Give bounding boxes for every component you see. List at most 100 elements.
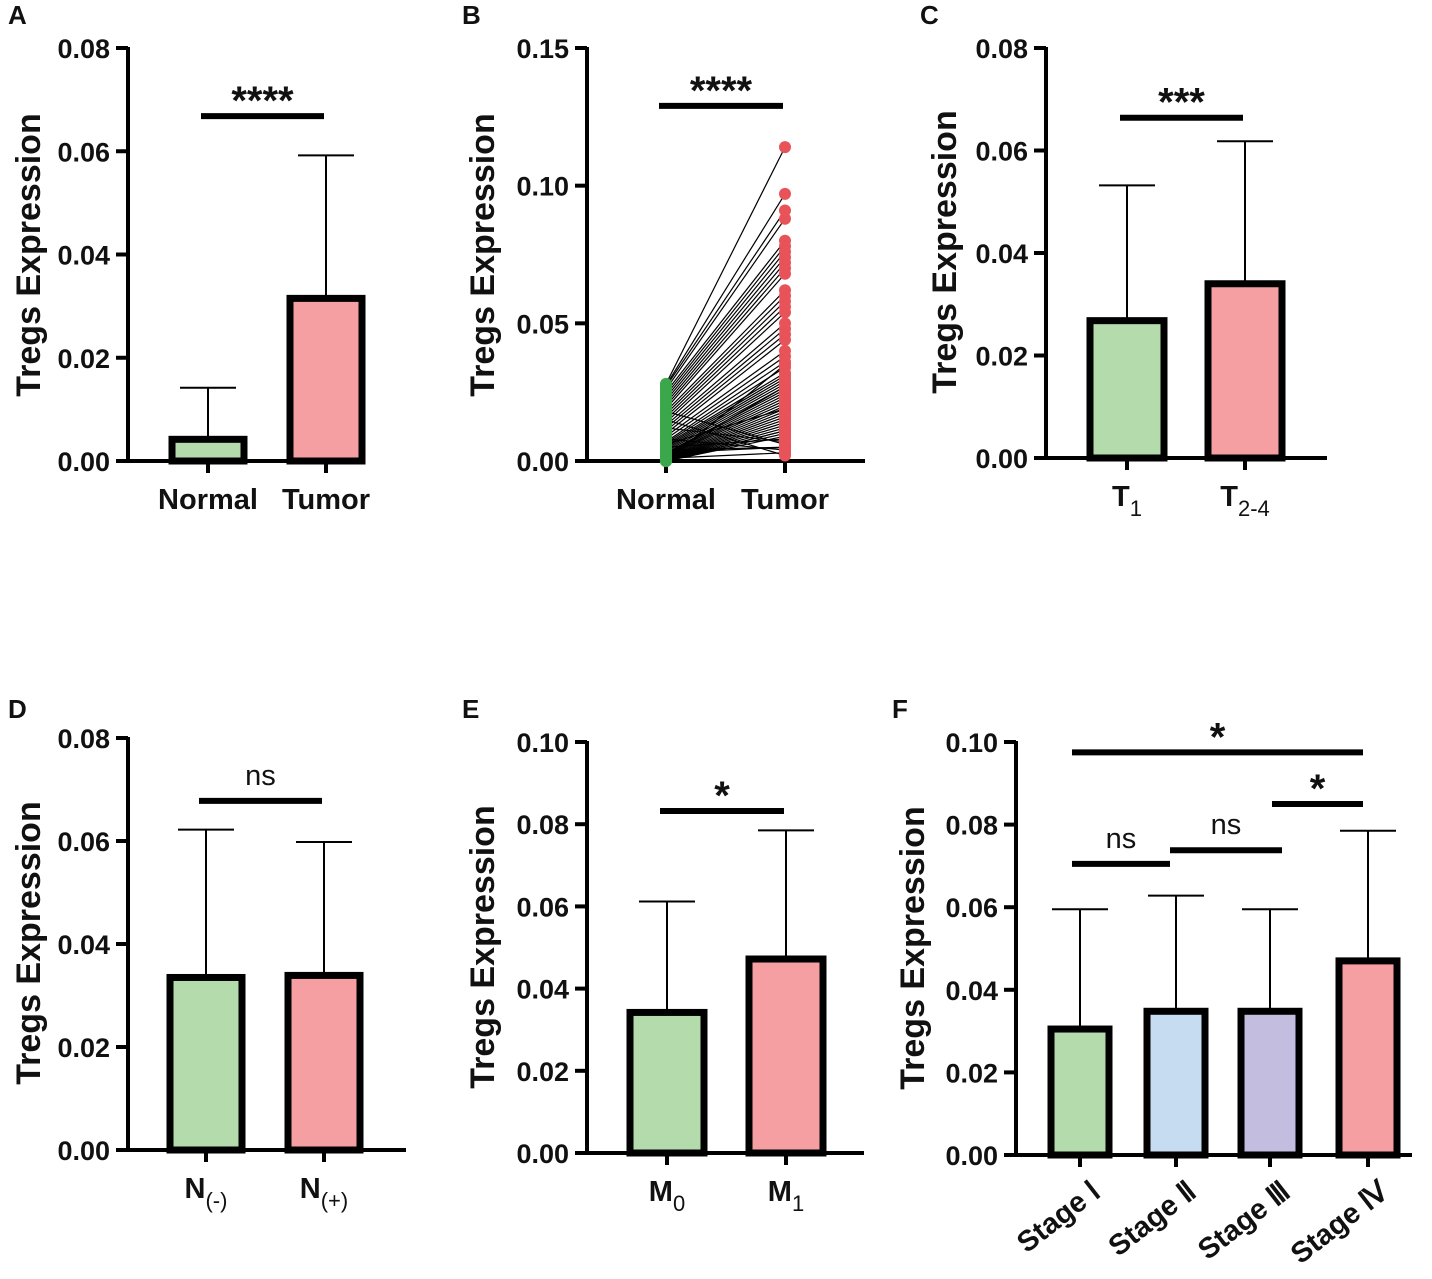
pair-line xyxy=(665,438,786,448)
pair-line xyxy=(665,245,786,396)
pair-line xyxy=(665,350,786,437)
pair-line xyxy=(665,430,786,462)
normal-point xyxy=(660,443,672,456)
bar-2 xyxy=(745,955,827,1157)
pair-line xyxy=(665,262,786,404)
tumor-point xyxy=(779,306,791,319)
pair-line xyxy=(665,372,786,445)
significance-label: **** xyxy=(231,79,294,123)
panel-letter: B xyxy=(462,0,481,30)
category-main: N xyxy=(300,1173,321,1205)
bar-1 xyxy=(166,973,246,1154)
category-main: M xyxy=(768,1176,792,1208)
y-tick-label: 0.02 xyxy=(945,1058,998,1088)
bar-1 xyxy=(626,1008,708,1157)
pair-line xyxy=(665,193,786,386)
y-tick-label: 0.00 xyxy=(945,1141,998,1171)
tumor-point xyxy=(779,380,791,393)
y-tick-label: 0.02 xyxy=(57,1033,110,1063)
bar-3 xyxy=(1237,1007,1303,1159)
x-category-label: Stage Ⅰ xyxy=(1011,1175,1106,1259)
y-axis-label: Tregs Expression xyxy=(926,110,964,393)
tumor-point xyxy=(779,333,791,346)
bar-2 xyxy=(1204,280,1286,462)
x-category-label: T1 xyxy=(1112,481,1142,521)
x-category-label: Stage Ⅱ xyxy=(1103,1175,1203,1263)
normal-point xyxy=(660,421,672,434)
x-category-label: T2-4 xyxy=(1220,481,1270,521)
panel-letter: C xyxy=(920,0,939,30)
y-tick-label: 0.02 xyxy=(57,344,110,374)
y-tick-label: 0.06 xyxy=(945,893,998,923)
y-tick-label: 0.08 xyxy=(57,724,110,754)
significance-label: * xyxy=(1310,767,1326,811)
tumor-point xyxy=(779,187,791,200)
y-tick-label: 0.04 xyxy=(516,975,569,1005)
bar-1 xyxy=(168,435,248,465)
tumor-point xyxy=(779,402,791,415)
tumor-point xyxy=(779,141,791,154)
pair-line xyxy=(665,322,786,426)
y-tick-label: 0.05 xyxy=(516,309,569,339)
pair-line xyxy=(665,328,786,429)
y-axis-label: Tregs Expression xyxy=(464,805,502,1088)
panel-letter: F xyxy=(892,694,908,724)
y-tick-label: 0.00 xyxy=(516,1139,569,1169)
bar-2 xyxy=(1143,1007,1209,1159)
pair-line xyxy=(665,311,786,423)
tumor-point xyxy=(779,267,791,280)
panel-letter: A xyxy=(8,0,27,30)
pair-line xyxy=(665,251,786,399)
bar-4 xyxy=(1335,957,1401,1159)
tumor-point xyxy=(779,204,791,217)
pair-line xyxy=(665,452,786,459)
y-tick-label: 0.06 xyxy=(57,827,110,857)
pair-line xyxy=(665,240,786,393)
category-main: N xyxy=(185,1173,206,1205)
pair-line xyxy=(665,402,786,457)
significance-label: ns xyxy=(1106,823,1137,855)
pair-line xyxy=(665,386,786,457)
significance-label: * xyxy=(1210,715,1226,759)
pair-line xyxy=(665,364,786,462)
y-tick-label: 0.06 xyxy=(516,892,569,922)
significance-label: ns xyxy=(245,760,276,792)
category-subscript: (+) xyxy=(321,1188,349,1213)
pair-line xyxy=(665,391,786,454)
y-tick-label: 0.00 xyxy=(516,447,569,477)
y-axis-label: Tregs Expression xyxy=(10,801,48,1084)
pair-line xyxy=(665,419,786,457)
x-category-label: Stage Ⅲ xyxy=(1192,1175,1296,1266)
normal-point xyxy=(660,405,672,418)
pair-line xyxy=(665,300,786,418)
pair-line xyxy=(665,273,786,410)
tumor-point xyxy=(779,358,791,371)
category-main: M xyxy=(649,1176,673,1208)
x-category-label: M1 xyxy=(768,1176,804,1216)
pair-line xyxy=(665,146,786,385)
x-category-label: M0 xyxy=(649,1176,685,1216)
pair-line xyxy=(665,333,786,432)
x-category-label: Normal xyxy=(158,484,258,516)
normal-point xyxy=(660,413,672,426)
panel-letter: E xyxy=(462,694,479,724)
bar-1 xyxy=(1086,317,1168,462)
panel-b: B Tregs Expression 0.00 0.05 0.10 0.15 Normal T… xyxy=(462,0,865,516)
y-tick-label: 0.08 xyxy=(975,34,1028,64)
y-tick-label: 0.02 xyxy=(975,342,1028,372)
panel-letter: D xyxy=(8,694,27,724)
y-axis-label: Tregs Expression xyxy=(894,806,932,1089)
category-subscript: 2-4 xyxy=(1238,496,1270,521)
significance-label: *** xyxy=(1158,81,1205,125)
pair-line xyxy=(665,289,786,412)
pair-line xyxy=(665,295,786,415)
category-subscript: 0 xyxy=(673,1191,685,1216)
y-tick-label: 0.06 xyxy=(975,137,1028,167)
pair-line xyxy=(665,339,786,434)
x-category-label: Tumor xyxy=(741,484,829,516)
panel-e: E Tregs Expression 0.00 0.02 0.04 0.06 0.08 0.1… xyxy=(462,694,864,1216)
panel-a: A Tregs Expression 0.00 0.02 0.04 0.06 0.08 Nor… xyxy=(8,0,370,516)
bar-1 xyxy=(1047,1025,1113,1159)
